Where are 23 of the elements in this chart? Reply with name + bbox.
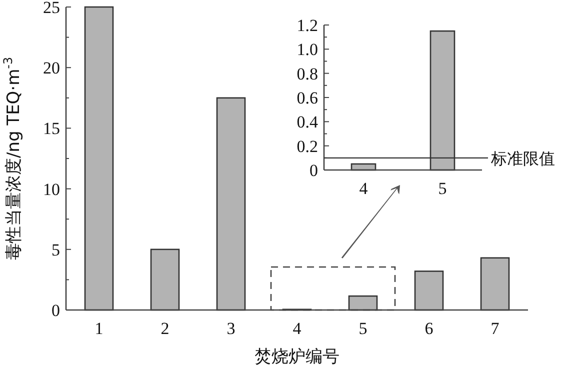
y-tick-label: 15 <box>43 119 60 138</box>
x-tick-label: 7 <box>490 319 500 338</box>
x-tick-label: 1 <box>94 319 104 338</box>
x-tick-label: 3 <box>226 319 236 338</box>
y-tick-label: 0.8 <box>296 64 318 84</box>
x-tick-label: 2 <box>160 319 170 338</box>
y-tick-label: 0.6 <box>296 88 318 108</box>
x-tick-label: 5 <box>358 319 368 338</box>
ref-line-label: 标准限值 <box>490 148 555 168</box>
y-tick-label: 20 <box>43 58 60 78</box>
y-tick-label: 0 <box>310 161 318 180</box>
y-tick-label: 0 <box>52 301 60 320</box>
x-tick-label: 4 <box>292 319 302 338</box>
y-tick-label: 5 <box>52 240 60 260</box>
y-tick-label: 1.2 <box>296 16 318 35</box>
y-tick-label: 25 <box>43 0 60 17</box>
x-tick-label: 6 <box>424 319 434 338</box>
y-tick-label: 10 <box>43 180 60 199</box>
x-tick-label: 4 <box>359 179 368 198</box>
x-axis-title: 焚烧炉编号 <box>254 347 340 367</box>
y-tick-label: 1.0 <box>296 40 318 60</box>
y-tick-label: 0.2 <box>296 136 318 156</box>
y-tick-label: 0.4 <box>296 112 318 132</box>
